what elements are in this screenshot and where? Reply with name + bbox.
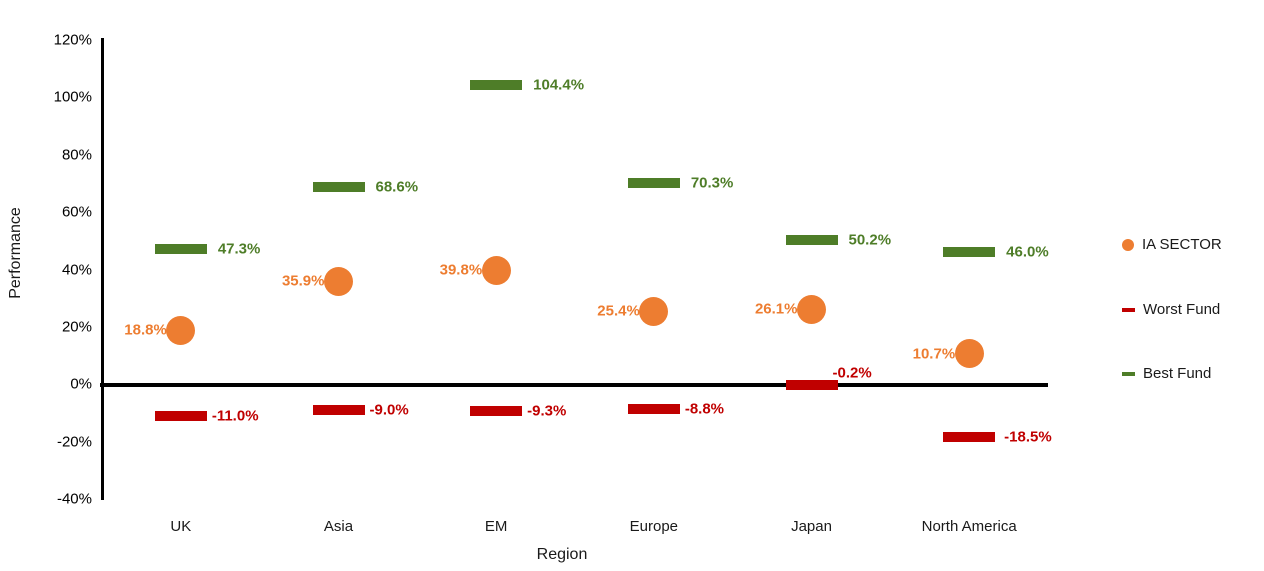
marker-ia-sector-uk xyxy=(166,315,196,345)
legend-label-ia-sector: IA SECTOR xyxy=(1142,236,1222,253)
data-label-worst-fund-north-america: -18.5% xyxy=(1004,428,1052,446)
zero-baseline xyxy=(100,383,1048,387)
legend-item-worst-fund: Worst Fund xyxy=(1122,301,1220,318)
x-category-label-asia: Asia xyxy=(323,518,354,535)
marker-best-fund-asia xyxy=(312,182,365,193)
data-label-best-fund-europe: 70.3% xyxy=(690,174,734,192)
ia-sector-circle-icon xyxy=(1122,238,1134,251)
x-category-label-japan: Japan xyxy=(791,518,832,535)
data-label-ia-sector-japan: 26.1% xyxy=(754,300,798,318)
legend-item-ia-sector: IA SECTOR xyxy=(1122,236,1222,253)
marker-ia-sector-japan xyxy=(797,294,826,324)
data-label-worst-fund-uk: -11.0% xyxy=(211,407,259,425)
data-label-ia-sector-em: 39.8% xyxy=(439,261,483,279)
data-label-ia-sector-north-america: 10.7% xyxy=(912,345,956,363)
legend-label-worst-fund: Worst Fund xyxy=(1143,301,1221,318)
marker-worst-fund-north-america xyxy=(943,432,996,443)
marker-best-fund-japan xyxy=(785,235,838,246)
marker-worst-fund-japan xyxy=(785,379,838,390)
y-tick-label-20: -20% xyxy=(56,433,92,451)
x-category-label-em: EM xyxy=(484,518,508,535)
y-tick-label-60: 60% xyxy=(61,203,92,221)
y-tick-label-120: 120% xyxy=(53,31,92,49)
x-axis-title: Region xyxy=(536,546,588,563)
marker-best-fund-north-america xyxy=(943,247,996,258)
data-label-worst-fund-em: -9.3% xyxy=(527,402,567,420)
marker-worst-fund-uk xyxy=(154,410,207,421)
marker-worst-fund-asia xyxy=(312,405,365,416)
data-label-best-fund-north-america: 46.0% xyxy=(1006,243,1049,261)
marker-ia-sector-north-america xyxy=(954,339,984,369)
y-tick-label-20: 20% xyxy=(61,318,92,336)
marker-worst-fund-em xyxy=(470,405,523,416)
data-label-best-fund-asia: 68.6% xyxy=(375,178,419,196)
marker-best-fund-em xyxy=(470,79,523,90)
marker-ia-sector-europe xyxy=(639,296,669,326)
data-label-worst-fund-asia: -9.0% xyxy=(369,401,409,419)
data-label-ia-sector-europe: 25.4% xyxy=(597,302,640,320)
legend-label-best-fund: Best Fund xyxy=(1143,365,1212,382)
worst-fund-dash-icon xyxy=(1122,307,1135,312)
y-tick-label-80: 80% xyxy=(61,146,92,164)
marker-ia-sector-em xyxy=(481,255,511,285)
data-label-best-fund-japan: 50.2% xyxy=(848,231,892,249)
marker-best-fund-uk xyxy=(154,243,207,254)
data-label-ia-sector-asia: 35.9% xyxy=(281,272,325,290)
data-label-best-fund-em: 104.4% xyxy=(533,76,585,94)
marker-best-fund-europe xyxy=(627,177,680,188)
y-tick-label-0: 0% xyxy=(70,375,92,393)
y-tick-label-100: 100% xyxy=(53,88,92,106)
x-category-label-north-america: North America xyxy=(921,518,1017,535)
best-fund-dash-icon xyxy=(1122,371,1135,376)
data-label-ia-sector-uk: 18.8% xyxy=(124,321,167,339)
y-axis-title: Performance xyxy=(7,207,24,299)
data-label-best-fund-uk: 47.3% xyxy=(217,240,261,258)
data-label-worst-fund-japan: -0.2% xyxy=(832,364,872,382)
x-category-label-uk: UK xyxy=(170,518,192,535)
data-label-worst-fund-europe: -8.8% xyxy=(684,400,725,418)
y-axis-line xyxy=(101,38,104,500)
y-tick-label-40: -40% xyxy=(56,490,92,508)
marker-ia-sector-asia xyxy=(324,266,353,296)
y-tick-label-40: 40% xyxy=(61,261,92,278)
marker-worst-fund-europe xyxy=(627,404,680,415)
legend-item-best-fund: Best Fund xyxy=(1122,365,1211,382)
x-category-label-europe: Europe xyxy=(629,518,679,535)
